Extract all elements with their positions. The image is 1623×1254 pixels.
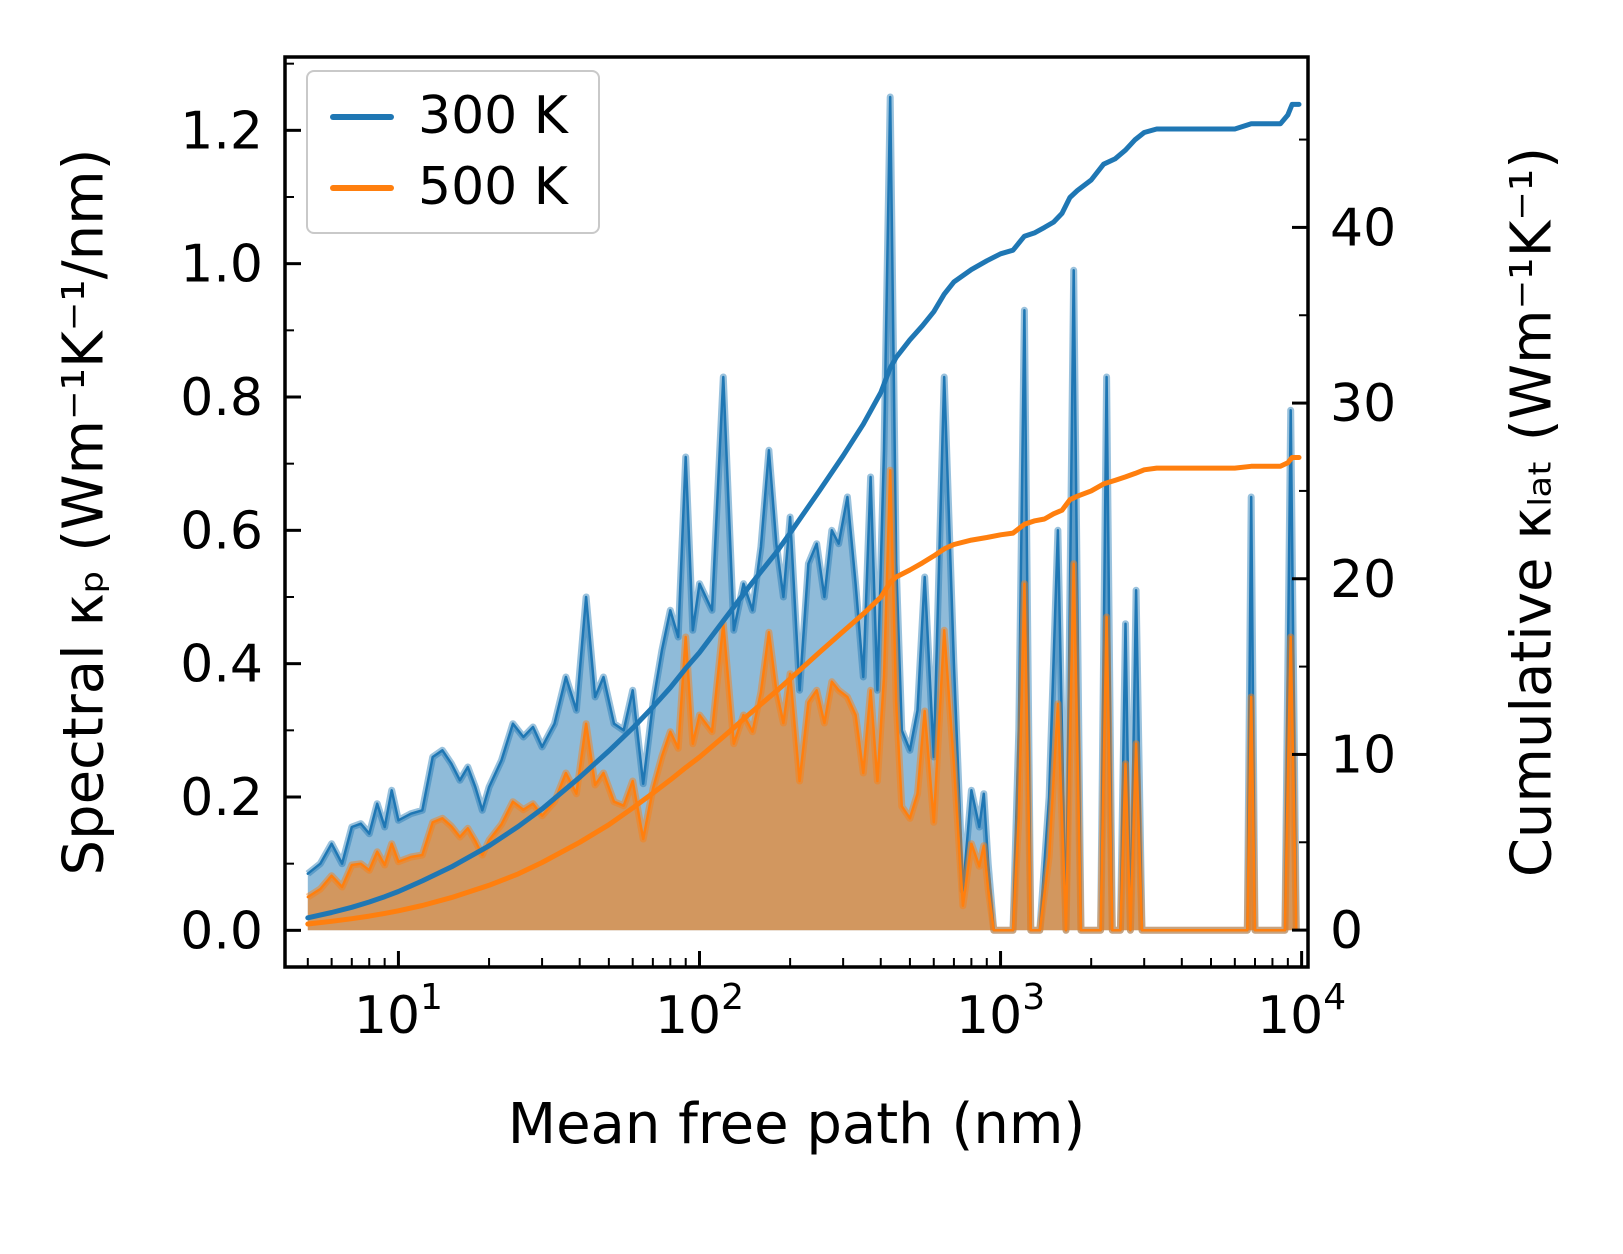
legend-item-300k: 300 K [330,86,568,146]
x-tick-label: 103 [956,977,1045,1046]
y-axis-label-left: Spectral κₚ (Wm⁻¹K⁻¹/nm) [51,148,117,876]
y-right-tick-label: 40 [1330,198,1396,258]
legend-item-500k: 500 K [330,157,568,218]
legend-line-300k-icon [330,113,394,120]
x-axis-label: Mean free path (nm) [507,1092,1086,1157]
y-left-tick-label: 0.2 [180,768,263,828]
y-left-tick-label: 0.0 [180,901,263,961]
spectral-500K-area [307,470,1297,931]
cumulative-300K-line [305,101,1302,921]
y-left-tick-label: 1.0 [180,235,263,295]
y-right-tick-label: 30 [1330,374,1396,434]
axes-frame [283,55,1310,969]
cumulative-500K-line [305,455,1302,927]
legend: 300 K 500 K [306,70,600,235]
legend-label-500k: 500 K [418,157,568,218]
x-tick-label: 102 [655,977,744,1046]
y-left-tick-label: 0.4 [180,635,263,695]
tick-labels: 101 102 103 104 0.0 0.2 0.4 0.6 0.8 1.0 1.2 0 10 20 30… [180,101,1396,1046]
y-left-tick-label: 1.2 [180,101,263,161]
y-axis-label-right: Cumulative κₗₐₜ (Wm⁻¹K⁻¹) [1499,146,1565,878]
x-tick-label: 104 [1257,977,1346,1046]
legend-label-300k: 300 K [418,86,568,146]
spectral-500K-line [306,469,1298,932]
y-right-tick-label: 10 [1330,725,1396,785]
y-right-tick-label: 20 [1330,550,1396,610]
spectral-300K-line [306,95,1298,932]
legend-line-500k-icon [330,184,394,191]
x-tick-label: 101 [354,977,443,1046]
y-left-tick-label: 0.8 [180,368,263,428]
series-group [305,93,1302,934]
y-left-tick-label: 0.6 [180,501,263,561]
y-right-tick-label: 0 [1330,901,1363,961]
